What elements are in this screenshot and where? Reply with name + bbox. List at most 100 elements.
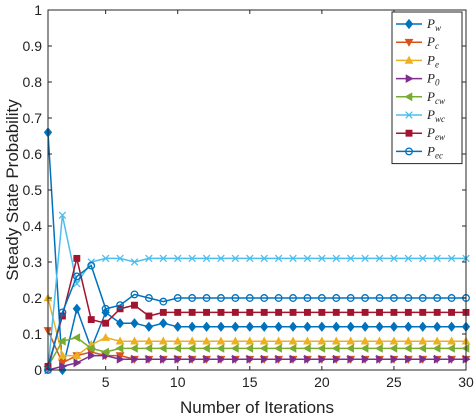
legend-marker	[405, 129, 413, 137]
data-point	[72, 333, 81, 343]
data-point	[432, 343, 441, 353]
data-point	[332, 254, 341, 263]
data-point	[418, 294, 427, 302]
legend-marker	[405, 147, 413, 156]
data-point	[202, 336, 211, 345]
data-point	[173, 343, 182, 353]
data-point	[317, 343, 326, 353]
x-tick-label: 20	[314, 374, 330, 390]
data-point	[216, 321, 226, 332]
legend-label-subscript: ec	[435, 150, 443, 160]
x-tick-label: 10	[170, 374, 186, 390]
data-point	[375, 336, 384, 345]
data-point	[188, 254, 196, 263]
data-point	[404, 308, 412, 316]
data-point	[317, 294, 326, 302]
data-point	[130, 258, 139, 266]
data-point	[447, 321, 456, 332]
data-point	[389, 294, 398, 302]
data-point	[130, 290, 139, 299]
data-point	[246, 354, 255, 364]
legend-label-subscript: c	[435, 41, 439, 51]
data-point	[101, 332, 111, 341]
data-point	[302, 343, 311, 353]
data-point	[259, 336, 269, 345]
data-point	[86, 343, 95, 353]
data-point	[245, 343, 254, 353]
data-point	[173, 294, 182, 302]
data-point	[346, 294, 355, 302]
data-point	[346, 343, 354, 353]
data-point	[130, 318, 139, 329]
y-tick-label: 0.4	[23, 218, 43, 234]
y-tick-label: 0.8	[23, 74, 43, 90]
series-line	[47, 215, 466, 371]
data-point	[246, 254, 254, 263]
data-point	[160, 354, 168, 364]
data-point	[404, 321, 413, 332]
data-point	[361, 294, 370, 302]
legend-label-subscript: 0	[435, 78, 440, 88]
data-point	[303, 308, 311, 316]
legend-label-subscript: e	[435, 59, 439, 69]
data-point	[332, 321, 341, 332]
data-point	[230, 336, 240, 345]
data-point	[230, 343, 239, 353]
legend-marker	[404, 55, 414, 64]
data-point	[418, 343, 427, 353]
data-point	[72, 303, 81, 314]
data-point	[374, 343, 383, 353]
data-point	[361, 254, 369, 263]
data-point	[318, 254, 326, 263]
data-point	[144, 343, 153, 353]
data-point	[203, 354, 212, 364]
data-point	[203, 308, 211, 316]
data-point	[231, 308, 239, 316]
data-point	[202, 254, 211, 263]
data-point	[389, 321, 399, 332]
data-point	[389, 336, 399, 345]
data-point	[303, 294, 312, 302]
data-point	[390, 308, 398, 316]
data-point	[360, 343, 369, 353]
data-point	[201, 343, 210, 353]
data-point	[245, 321, 254, 332]
x-tick-label: 30	[458, 374, 474, 390]
data-point	[304, 354, 313, 364]
data-point	[332, 354, 341, 364]
y-tick-label: 0.9	[23, 38, 43, 54]
data-point	[303, 336, 312, 345]
data-point	[102, 319, 110, 327]
data-point	[447, 254, 456, 263]
data-point	[101, 254, 110, 263]
data-point	[202, 321, 211, 332]
data-point	[332, 308, 340, 316]
legend-label-subscript: wc	[435, 114, 445, 124]
data-point	[217, 294, 225, 302]
y-tick-label: 0.3	[23, 254, 43, 270]
x-tick-label: 15	[242, 374, 258, 390]
data-point	[245, 336, 255, 345]
y-tick-label: 0.1	[23, 326, 43, 342]
data-point	[187, 336, 197, 345]
legend-marker	[404, 38, 414, 47]
data-point	[274, 254, 283, 263]
data-point	[59, 361, 68, 371]
data-point	[260, 254, 268, 263]
legend-label-subscript: ew	[435, 132, 445, 142]
data-point	[447, 336, 456, 345]
series-Pec	[44, 261, 470, 374]
x-tick-label: 25	[386, 374, 402, 390]
data-point	[317, 336, 327, 345]
data-point	[275, 354, 284, 364]
data-point	[87, 261, 96, 270]
data-point	[260, 321, 269, 332]
data-point	[246, 308, 254, 316]
series-line	[47, 354, 466, 371]
data-point	[174, 354, 183, 364]
data-point	[131, 354, 140, 364]
data-point	[87, 351, 96, 361]
data-point	[116, 301, 125, 310]
data-point	[245, 294, 254, 302]
data-point	[73, 254, 81, 262]
